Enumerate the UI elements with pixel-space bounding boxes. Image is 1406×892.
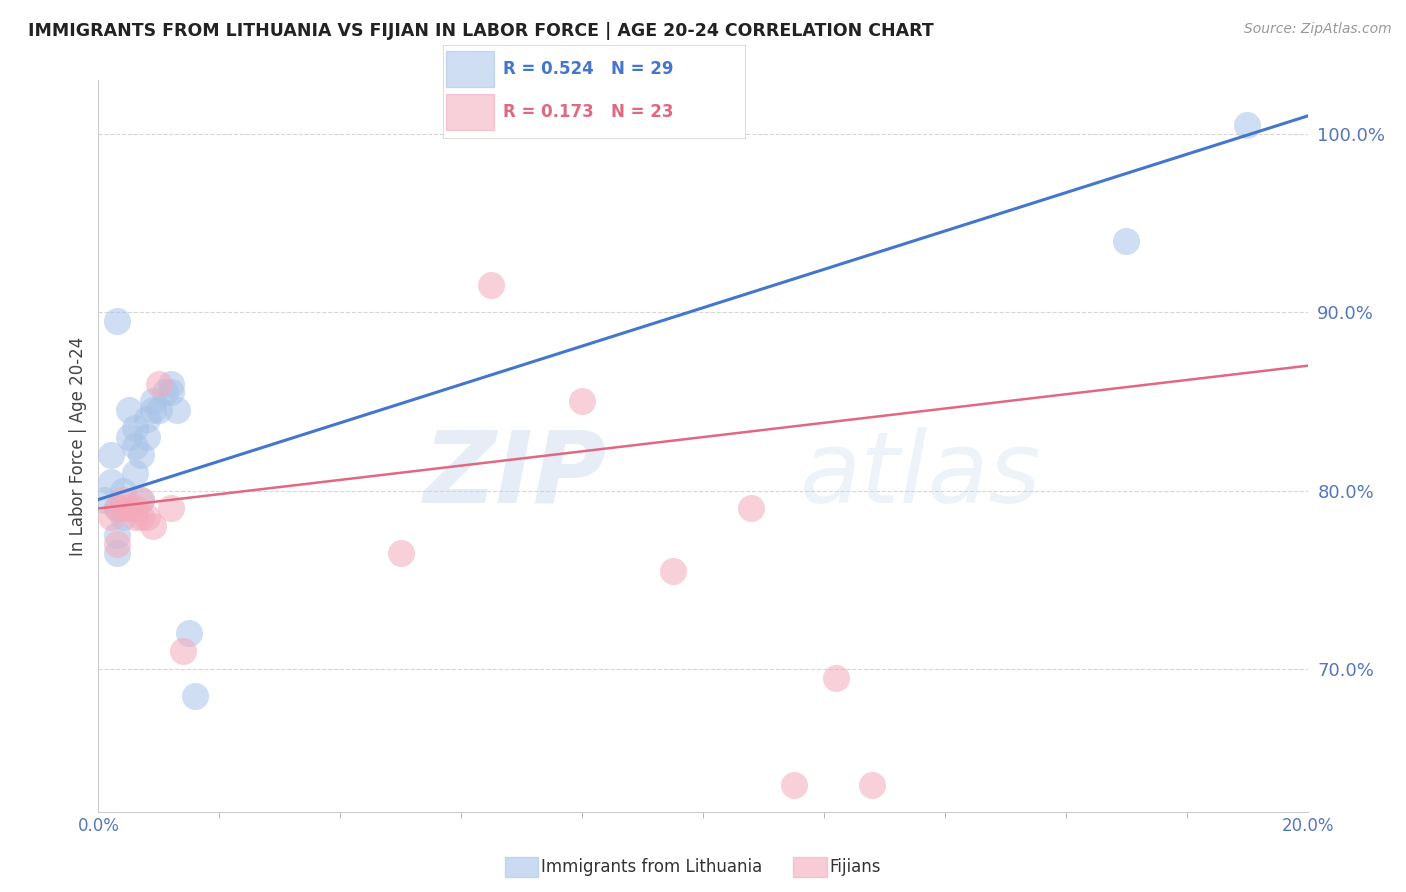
Text: atlas: atlas — [800, 426, 1042, 524]
Point — [860, 778, 883, 792]
Point — [118, 403, 141, 417]
Text: Fijians: Fijians — [830, 858, 882, 876]
Point — [783, 778, 806, 792]
Point — [571, 394, 593, 409]
Point — [118, 501, 141, 516]
Point — [825, 671, 848, 685]
Point — [105, 528, 128, 542]
Point — [105, 501, 128, 516]
Point — [184, 689, 207, 703]
Point — [662, 564, 685, 578]
Point — [135, 412, 157, 426]
Text: Source: ZipAtlas.com: Source: ZipAtlas.com — [1244, 22, 1392, 37]
Point — [481, 278, 503, 293]
Point — [105, 501, 128, 516]
Point — [124, 501, 146, 516]
Point — [160, 385, 183, 400]
Text: IMMIGRANTS FROM LITHUANIA VS FIJIAN IN LABOR FORCE | AGE 20-24 CORRELATION CHART: IMMIGRANTS FROM LITHUANIA VS FIJIAN IN L… — [28, 22, 934, 40]
Point — [105, 546, 128, 560]
Point — [142, 519, 165, 533]
Point — [100, 448, 122, 462]
Point — [124, 439, 146, 453]
Point — [148, 403, 170, 417]
Point — [129, 492, 152, 507]
Point — [142, 394, 165, 409]
Point — [153, 385, 176, 400]
Point — [1236, 118, 1258, 132]
Point — [105, 314, 128, 328]
Point — [111, 510, 134, 524]
Point — [160, 501, 183, 516]
Y-axis label: In Labor Force | Age 20-24: In Labor Force | Age 20-24 — [69, 336, 87, 556]
Point — [124, 510, 146, 524]
Point — [129, 492, 152, 507]
Point — [179, 626, 201, 640]
Point — [111, 492, 134, 507]
Point — [166, 403, 188, 417]
FancyBboxPatch shape — [446, 51, 495, 87]
Point — [124, 421, 146, 435]
Text: ZIP: ZIP — [423, 426, 606, 524]
Point — [142, 403, 165, 417]
FancyBboxPatch shape — [446, 95, 495, 130]
Point — [1115, 234, 1137, 248]
Point — [124, 466, 146, 480]
Point — [129, 510, 152, 524]
Point — [135, 430, 157, 444]
Point — [129, 448, 152, 462]
Text: R = 0.173   N = 23: R = 0.173 N = 23 — [503, 103, 673, 121]
Point — [118, 430, 141, 444]
Point — [105, 537, 128, 551]
Point — [100, 510, 122, 524]
Point — [93, 492, 115, 507]
Point — [740, 501, 762, 516]
Text: Immigrants from Lithuania: Immigrants from Lithuania — [541, 858, 762, 876]
Point — [135, 510, 157, 524]
Point — [100, 475, 122, 489]
Point — [172, 644, 194, 658]
Point — [389, 546, 412, 560]
Point — [148, 376, 170, 391]
Text: R = 0.524   N = 29: R = 0.524 N = 29 — [503, 60, 673, 78]
Point — [160, 376, 183, 391]
Point — [111, 501, 134, 516]
Point — [111, 483, 134, 498]
